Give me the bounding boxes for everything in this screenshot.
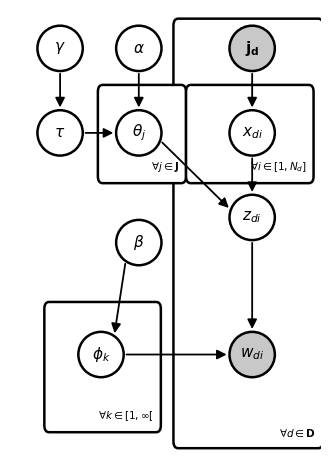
Ellipse shape bbox=[78, 332, 124, 377]
Ellipse shape bbox=[230, 332, 275, 377]
Text: $z_{di}$: $z_{di}$ bbox=[242, 209, 262, 225]
FancyBboxPatch shape bbox=[98, 85, 186, 183]
FancyBboxPatch shape bbox=[174, 19, 323, 448]
Ellipse shape bbox=[37, 26, 83, 71]
Ellipse shape bbox=[116, 220, 161, 265]
Ellipse shape bbox=[116, 26, 161, 71]
Text: $\forall k \in [1, \infty[$: $\forall k \in [1, \infty[$ bbox=[98, 409, 154, 423]
Text: $\forall d \in \mathbf{D}$: $\forall d \in \mathbf{D}$ bbox=[279, 426, 316, 438]
FancyBboxPatch shape bbox=[44, 302, 161, 432]
Ellipse shape bbox=[230, 195, 275, 240]
Text: $\forall j \in \mathbf{J}$: $\forall j \in \mathbf{J}$ bbox=[151, 159, 179, 174]
Text: $\mathbf{j_d}$: $\mathbf{j_d}$ bbox=[245, 39, 259, 58]
Ellipse shape bbox=[116, 110, 161, 156]
Text: $\beta$: $\beta$ bbox=[133, 233, 144, 252]
Text: $x_{di}$: $x_{di}$ bbox=[242, 125, 263, 141]
Text: $\gamma$: $\gamma$ bbox=[54, 40, 66, 56]
Text: $\tau$: $\tau$ bbox=[54, 125, 66, 140]
Ellipse shape bbox=[37, 110, 83, 156]
Text: $\phi_k$: $\phi_k$ bbox=[92, 345, 110, 364]
FancyBboxPatch shape bbox=[186, 85, 314, 183]
Text: $w_{di}$: $w_{di}$ bbox=[240, 347, 264, 362]
Ellipse shape bbox=[230, 26, 275, 71]
Text: $\alpha$: $\alpha$ bbox=[133, 41, 145, 56]
Text: $\theta_j$: $\theta_j$ bbox=[132, 123, 146, 143]
Ellipse shape bbox=[230, 110, 275, 156]
Text: $\forall i \in [1, N_d]$: $\forall i \in [1, N_d]$ bbox=[250, 160, 307, 174]
